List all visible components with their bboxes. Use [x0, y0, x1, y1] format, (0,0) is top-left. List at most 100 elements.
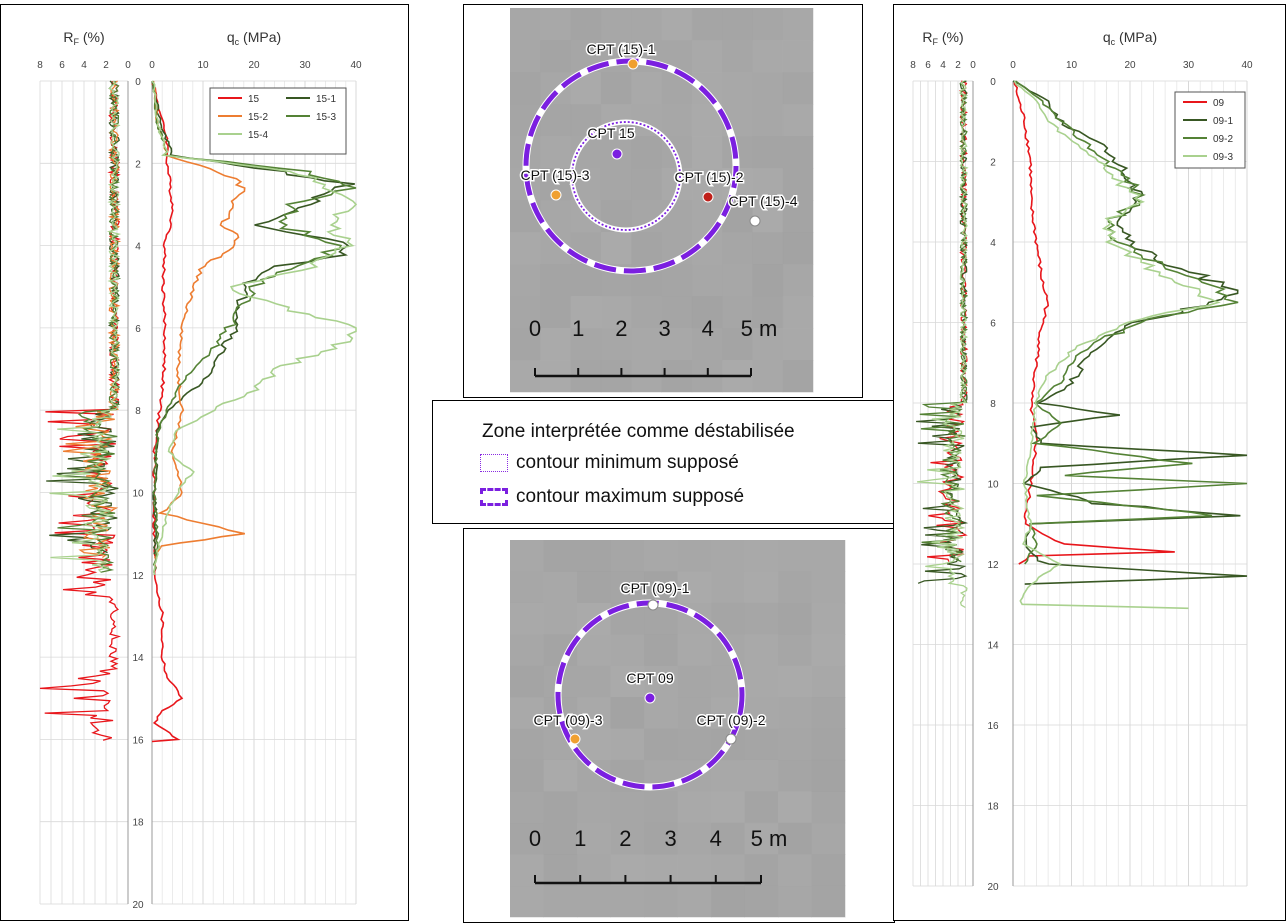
- scale-label: 4: [702, 316, 714, 341]
- map-tile: [722, 328, 753, 361]
- map-tile: [782, 136, 814, 169]
- map-tile: [510, 697, 544, 729]
- zone-legend: [432, 400, 894, 524]
- map-tile: [577, 540, 611, 572]
- cpt-label: CPT (09)-2: [697, 712, 766, 728]
- map-tile: [600, 168, 632, 201]
- scale-label: 4: [710, 826, 722, 851]
- qc-axis-label: qc (MPa): [1103, 29, 1157, 47]
- map-tile: [631, 8, 662, 41]
- legend-label: 09-2: [1213, 134, 1233, 145]
- map-tile: [661, 200, 693, 233]
- map-tile: [744, 822, 779, 855]
- map-tile: [644, 822, 678, 855]
- map-tile: [778, 665, 812, 698]
- qc-series-09-3: [1013, 80, 1221, 610]
- scale-label: 3: [664, 826, 676, 851]
- map-tile: [677, 822, 712, 855]
- map-tile: [677, 854, 712, 887]
- legend-max-row: contour maximum supposé: [480, 486, 744, 508]
- map-tile: [543, 885, 578, 918]
- map-tile: [782, 264, 814, 297]
- cpt-marker: [647, 599, 659, 611]
- legend-label: 09: [1213, 98, 1225, 109]
- cpt-label: CPT (15)-1: [587, 41, 656, 57]
- map-tile: [711, 759, 745, 792]
- map-tile: [722, 296, 753, 329]
- map-tile: [778, 602, 812, 635]
- cpt-marker: [644, 692, 656, 704]
- rf-series-15-4: [49, 80, 122, 573]
- map-tile: [811, 759, 846, 792]
- map-tile: [811, 822, 846, 855]
- map-tile: [631, 72, 662, 105]
- depth-tick-label: 12: [132, 571, 144, 582]
- map-tile: [543, 571, 578, 604]
- map-tile: [644, 540, 678, 572]
- map-tile: [600, 296, 632, 329]
- map-tile: [711, 822, 745, 855]
- map-tile: [811, 602, 846, 635]
- map-tile: [677, 728, 712, 761]
- map-tile: [782, 328, 814, 361]
- map-tile: [510, 885, 544, 918]
- map-tile: [510, 571, 544, 604]
- map-tile: [752, 40, 784, 73]
- map-tile: [752, 72, 784, 105]
- map-tile: [644, 885, 678, 918]
- rf-axis-label: RF (%): [63, 29, 104, 47]
- legend-label: 15-3: [316, 112, 336, 123]
- depth-tick-label: 2: [135, 159, 141, 170]
- chart-15: RF (%) qc (MPa)8 6 4 2 0 0 10 20 30 40024681012141…: [37, 29, 362, 911]
- map-tile: [661, 328, 693, 361]
- legend-label: 09-1: [1213, 116, 1233, 127]
- scale-label: 0: [529, 826, 541, 851]
- depth-tick-label: 20: [987, 882, 999, 893]
- map-tile: [540, 136, 572, 169]
- dashed-contour-icon: [480, 488, 508, 506]
- series-legend: 09 09-1 09-2 09-3: [1174, 91, 1246, 169]
- legend-label: 15-2: [248, 112, 268, 123]
- map-tile: [610, 665, 645, 698]
- map-tile: [543, 759, 578, 792]
- map-tile: [577, 634, 611, 667]
- rf-tick-label: 8: [910, 60, 916, 71]
- map-tile: [677, 885, 712, 918]
- map-tile: [752, 136, 784, 169]
- map-tile: [540, 328, 572, 361]
- map-tile: [543, 602, 578, 635]
- map-tile: [510, 232, 541, 265]
- depth-tick-label: 16: [987, 721, 999, 732]
- scale-label: 2: [619, 826, 631, 851]
- map-tile: [722, 72, 753, 105]
- map-tile: [577, 791, 611, 824]
- map-tile: [691, 328, 723, 361]
- map-tile: [744, 885, 779, 918]
- map-tile: [677, 540, 712, 572]
- cpt-label: CPT (15)-3: [521, 167, 590, 183]
- map-tile: [570, 200, 602, 233]
- map-tile: [782, 8, 814, 41]
- cpt-marker: [569, 733, 581, 745]
- rf-tick-label: 8: [37, 60, 43, 71]
- map-tile: [510, 72, 541, 105]
- rf-tick-label: 2: [103, 60, 109, 71]
- map-tile: [782, 72, 814, 105]
- map-tile: [677, 665, 712, 698]
- map-tile: [510, 759, 544, 792]
- map-tile: [744, 602, 779, 635]
- map-tile: [752, 8, 784, 41]
- scale-label: 5 m: [751, 826, 788, 851]
- depth-tick-label: 18: [132, 818, 144, 829]
- depth-tick-label: 0: [135, 77, 141, 88]
- cpt-marker: [627, 58, 639, 70]
- map-tile: [691, 264, 723, 297]
- legend-min-label: contour minimum supposé: [516, 452, 739, 473]
- scale-label: 2: [615, 316, 627, 341]
- map-tile: [510, 40, 541, 73]
- map-tile: [510, 8, 541, 41]
- rf-tick-label: 6: [59, 60, 65, 71]
- legend-label: 09-3: [1213, 152, 1233, 163]
- map-tile: [510, 791, 544, 824]
- map-tile: [722, 40, 753, 73]
